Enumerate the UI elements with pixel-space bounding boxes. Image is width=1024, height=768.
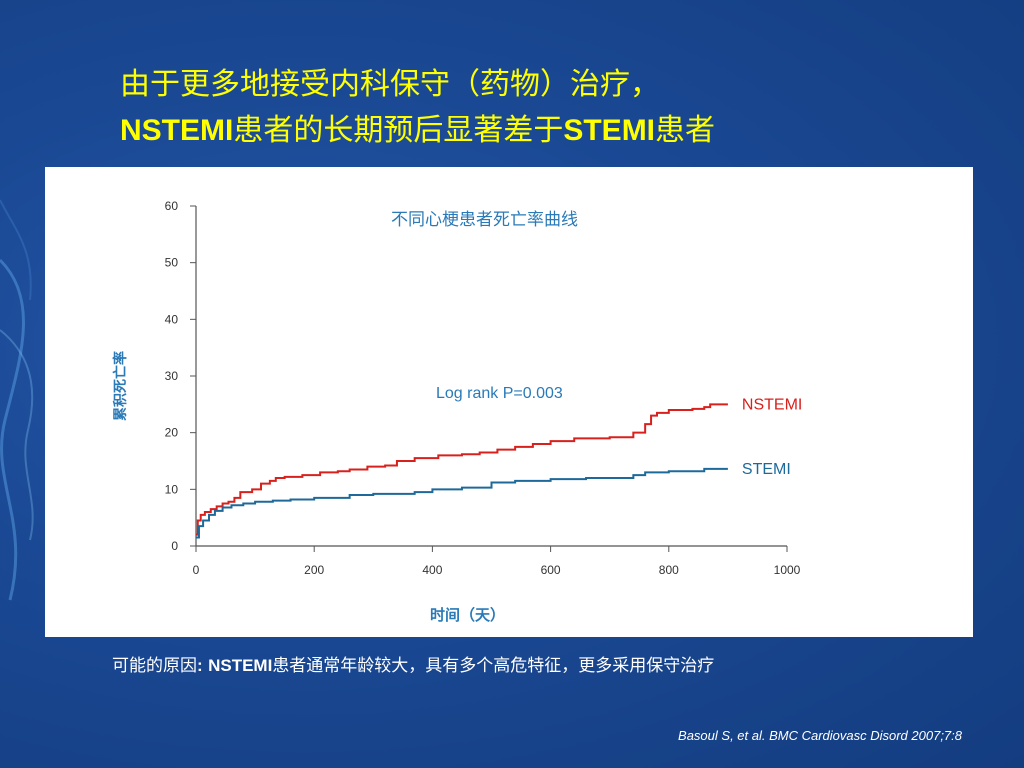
x-tick-label: 600 — [541, 563, 561, 577]
y-axis-label: 累积死亡率 — [112, 351, 129, 421]
x-tick-label: 0 — [193, 563, 200, 577]
y-tick-label: 30 — [165, 369, 179, 383]
x-axis-label: 时间（天） — [430, 606, 505, 624]
chart-panel: 0 10 20 30 40 50 60 0 200 400 600 800 1000 不同心梗患者死亡率曲… — [45, 167, 973, 637]
series-line-nstemi — [196, 403, 728, 536]
title-text-mid: 患者的长期预后显著差于 — [233, 113, 564, 148]
reason-term: NSTEMI — [208, 656, 273, 675]
reason-note: 可能的原因: NSTEMI患者通常年龄较大，具有多个高危特征，更多采用保守治疗 — [112, 651, 992, 676]
title-line-2: NSTEMI患者的长期预后显著差于STEMI患者 — [120, 108, 980, 154]
reason-colon: : — [197, 656, 203, 675]
y-tick-label: 50 — [165, 256, 179, 270]
series-line-stemi — [196, 467, 728, 539]
series-label-nstemi: NSTEMI — [742, 396, 802, 413]
title-term-nstemi: NSTEMI — [120, 114, 234, 147]
x-tick-label: 200 — [304, 563, 324, 577]
reason-prefix: 可能的原因 — [112, 656, 197, 676]
slide-title: 由于更多地接受内科保守（药物）治疗， NSTEMI患者的长期预后显著差于STEM… — [120, 62, 980, 154]
citation: Basoul S, et al. BMC Cardiovasc Disord 2… — [678, 728, 962, 743]
log-rank-annotation: Log rank P=0.003 — [436, 385, 563, 402]
x-tick-label: 800 — [659, 563, 679, 577]
y-tick-label: 20 — [165, 426, 179, 440]
title-term-stemi: STEMI — [563, 114, 656, 147]
reason-text: 患者通常年龄较大，具有多个高危特征，更多采用保守治疗 — [272, 656, 715, 676]
chart-title: 不同心梗患者死亡率曲线 — [391, 210, 578, 230]
title-text-end: 患者 — [655, 113, 716, 148]
y-tick-label: 0 — [171, 539, 178, 553]
title-line-1: 由于更多地接受内科保守（药物）治疗， — [120, 67, 660, 102]
x-tick-label: 400 — [422, 563, 442, 577]
y-tick-label: 60 — [165, 199, 179, 213]
series-label-stemi: STEMI — [742, 461, 791, 478]
x-tick-label: 1000 — [774, 563, 801, 577]
y-tick-label: 10 — [165, 482, 179, 496]
y-tick-label: 40 — [165, 312, 179, 326]
